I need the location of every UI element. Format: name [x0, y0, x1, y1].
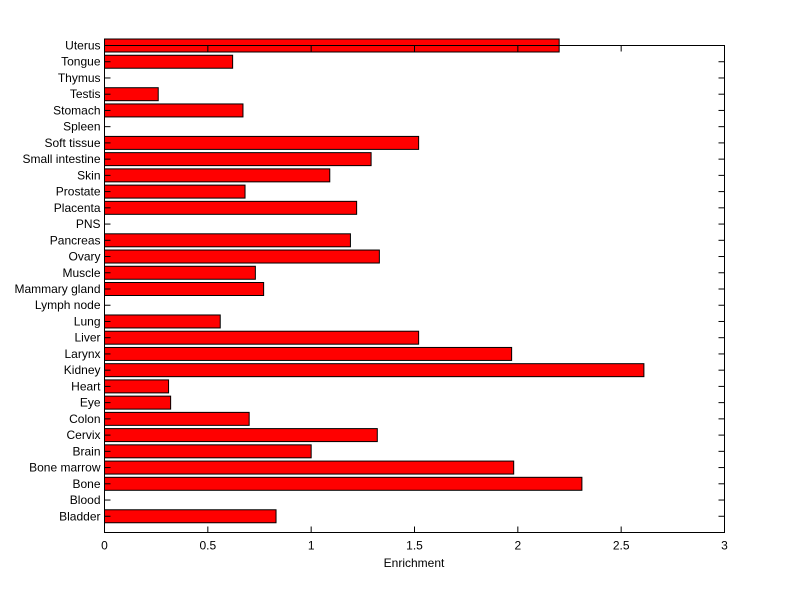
y-tick-label: Liver [74, 331, 100, 345]
y-tick-label: Ovary [68, 250, 100, 264]
y-tick-label: Kidney [64, 363, 101, 377]
y-tick-label: Bone [72, 477, 100, 491]
y-tick-label: Thymus [58, 71, 101, 85]
y-tick-label: Bone marrow [29, 461, 101, 475]
y-tick-label: Placenta [54, 201, 101, 215]
bar-eye [104, 395, 172, 410]
x-axis-label: Enrichment [384, 556, 445, 570]
y-tick-label: Lymph node [35, 298, 101, 312]
y-tick-label: Cervix [66, 428, 100, 442]
bar-mammary-gland [104, 282, 265, 296]
y-tick-label: Small intestine [22, 152, 100, 166]
x-tick-label: 0 [101, 539, 108, 553]
y-tick-label: Muscle [62, 266, 100, 280]
bar-bladder [104, 509, 277, 524]
x-tick-label: 0.5 [199, 539, 216, 553]
x-tick-label: 1 [308, 539, 315, 553]
y-tick-label: PNS [76, 217, 101, 231]
bar-soft-tissue [104, 135, 420, 150]
y-tick-label: Bladder [59, 509, 100, 523]
x-tick-label: 3 [721, 539, 728, 553]
bar-muscle [104, 265, 256, 280]
y-tick-label: Colon [69, 412, 100, 426]
y-tick-label: Mammary gland [14, 282, 100, 296]
y-tick-label: Spleen [63, 120, 100, 134]
bar-lung [104, 314, 221, 329]
y-tick-label: Uterus [65, 39, 100, 53]
bar-colon [104, 411, 250, 426]
y-tick-label: Brain [72, 444, 100, 458]
y-tick-label: Stomach [53, 103, 100, 117]
y-tick-label: Larynx [64, 347, 100, 361]
x-tick-label: 2.5 [613, 539, 630, 553]
y-tick-label: Blood [70, 493, 101, 507]
x-tick-label: 2 [514, 539, 521, 553]
y-tick-label: Heart [71, 379, 101, 393]
y-tick-label: Prostate [56, 185, 101, 199]
bar-bone [104, 476, 583, 491]
bar-heart [104, 379, 170, 394]
bar-stomach [104, 103, 244, 118]
bar-pancreas [104, 233, 351, 248]
bar-small-intestine [104, 152, 372, 167]
bar-skin [104, 168, 331, 183]
y-tick-label: Testis [70, 87, 101, 101]
bar-larynx [104, 346, 513, 361]
axes-box [104, 45, 725, 533]
bar-tongue [104, 54, 234, 69]
y-tick-label: Lung [74, 314, 101, 328]
y-tick-label: Eye [80, 396, 101, 410]
bar-ovary [104, 249, 380, 264]
bar-placenta [104, 200, 358, 215]
x-tick-label: 1.5 [406, 539, 423, 553]
bar-cervix [104, 428, 378, 443]
bar-testis [104, 87, 159, 102]
bar-prostate [104, 184, 246, 199]
y-tick-label: Tongue [61, 55, 101, 69]
y-tick-label: Soft tissue [44, 136, 100, 150]
bar-kidney [104, 363, 645, 378]
bar-bone-marrow [104, 460, 515, 475]
y-tick-label: Skin [77, 168, 100, 182]
bar-liver [104, 330, 420, 345]
bar-brain [104, 444, 312, 459]
y-tick-label: Pancreas [50, 233, 101, 247]
